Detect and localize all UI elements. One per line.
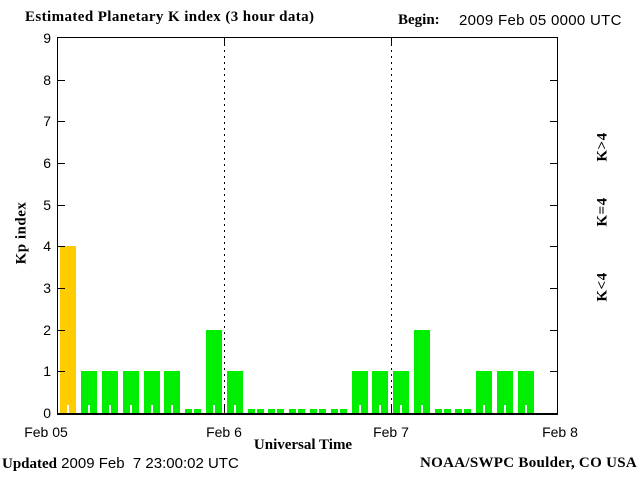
y-tick-label-1: 1 [43,363,51,380]
kp-bar-Feb05-bin2 [102,371,118,413]
x-axis-3h-tick [254,405,257,413]
x-axis-3h-tick [275,405,278,413]
updated-value: 2009 Feb 7 23:00:02 UTC [57,455,239,472]
kp-bar-Feb05-bin1 [81,371,98,413]
x-axis-3h-tick [192,405,195,413]
kp-bar-Feb05-bin4 [143,371,160,413]
x-axis-3h-tick [296,405,299,413]
kp-bar-Feb7-bin6 [517,371,534,413]
legend-k-gt-4: K>4 [594,132,611,162]
begin-value: 2009 Feb 05 0000 UTC [459,12,622,29]
x-axis-day-tick-top [224,38,226,46]
y-axis-tick-right [550,246,557,248]
kp-bar-Feb05-bin3 [122,371,139,413]
x-axis-3h-tick [400,405,403,413]
kp-bar-Feb6-bin5 [330,405,347,413]
updated-label: Updated [2,456,58,472]
kp-bar-Feb6-bin0 [226,371,243,413]
y-tick-label-6: 6 [43,155,51,171]
x-tick-label-feb7: Feb 7 [373,424,409,440]
day-boundary-gridline [390,38,392,413]
x-axis-day-tick-top [390,38,392,46]
kp-bar-Feb7-bin5 [497,371,513,413]
y-tick-label-2: 2 [43,321,51,338]
x-axis-3h-tick [420,405,423,413]
day-boundary-gridline [224,38,226,413]
y-tick-label-4: 4 [43,238,51,255]
y-axis-tick-right [550,121,557,123]
y-axis-tick-right [550,163,557,164]
y-tick-label-5: 5 [43,196,51,213]
y-tick-label-9: 9 [43,30,51,46]
x-axis-3h-tick [337,405,340,413]
x-axis-3h-tick [462,405,465,413]
x-axis-3h-tick [441,405,444,413]
kp-bar-Feb05-bin6 [185,405,202,413]
y-axis-tick-right [550,79,557,81]
x-axis-3h-tick [67,405,70,413]
y-axis-tick-left [58,204,65,206]
chart-title: Estimated Planetary K index (3 hour data… [25,9,315,25]
y-tick-label-7: 7 [43,113,51,130]
x-axis-3h-tick [88,405,91,413]
y-axis-tick-left [58,79,65,81]
y-axis-tick-right [550,329,557,331]
plot-area [57,37,558,415]
kp-bar-Feb6-bin2 [268,405,285,413]
y-axis-tick-right [550,371,557,373]
kp-bar-Feb05-bin7 [205,329,222,413]
kp-bar-Feb6-bin7 [372,371,389,413]
x-axis-3h-tick [316,405,319,413]
x-axis-day-tick-bottom [224,406,226,413]
updated-line: Updated 2009 Feb 7 23:00:02 UTC [2,455,239,473]
x-axis-title: Universal Time [253,437,353,453]
x-axis-3h-tick [129,405,132,413]
kp-bar-Feb7-bin2 [434,405,451,413]
credit-text: NOAA/SWPC Boulder, CO USA [420,455,637,471]
x-axis-3h-tick [171,405,174,413]
y-axis-tick-left [58,246,65,248]
y-axis-tick-left [58,329,65,331]
kp-bar-Feb7-bin4 [476,371,493,413]
x-axis-3h-tick [524,405,527,413]
y-axis-tick-left [58,371,65,373]
kp-bar-Feb05-bin5 [164,371,181,413]
x-axis-day-tick-bottom [390,406,392,413]
begin-label: Begin: [398,12,440,28]
x-axis-3h-tick [212,405,215,413]
x-axis-3h-tick [483,405,486,413]
x-axis-3h-tick [109,405,111,413]
y-axis-tick-left [58,288,65,289]
legend-k-lt-4: K<4 [594,272,611,302]
x-tick-label-feb6: Feb 6 [206,424,242,440]
kp-bar-Feb7-bin3 [455,405,472,413]
y-tick-label-8: 8 [43,71,51,88]
kp-bar-Feb6-bin6 [351,371,368,413]
x-tick-label-feb8: Feb 8 [542,424,578,440]
kp-bar-Feb6-bin1 [247,405,264,413]
x-axis-3h-tick [233,405,236,413]
x-axis-3h-tick [504,405,506,413]
x-tick-label-feb05: Feb 05 [24,424,68,440]
x-axis-3h-tick [379,405,382,413]
y-tick-label-0: 0 [43,405,51,421]
y-axis-tick-right [550,288,557,289]
x-axis-3h-tick [358,405,361,413]
x-axis-3h-tick [150,405,153,413]
legend-k-eq-4: K=4 [594,197,611,227]
kp-bar-Feb7-bin1 [413,329,430,413]
y-axis-tick-left [58,163,65,164]
y-axis-tick-right [550,204,557,206]
y-tick-label-3: 3 [43,280,51,296]
y-axis-tick-left [58,121,65,123]
kp-bar-Feb6-bin3 [289,405,306,413]
kp-bar-Feb7-bin0 [393,371,410,413]
kp-bar-Feb6-bin4 [309,405,326,413]
